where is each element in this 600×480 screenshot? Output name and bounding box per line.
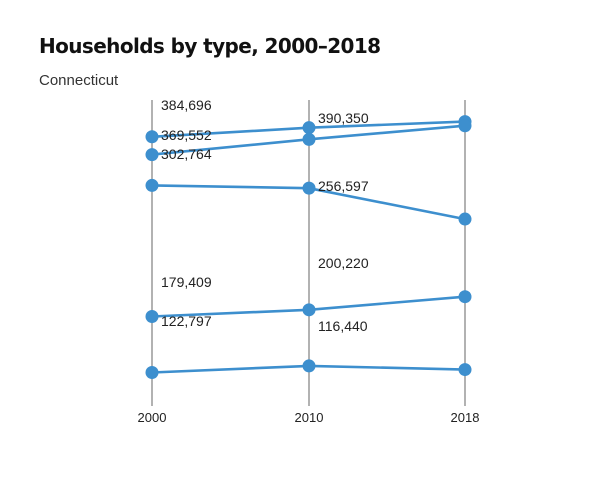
data-point [145,365,159,379]
data-point [458,212,472,226]
data-label: 384,696 [161,97,212,113]
data-label: 200,220 [318,255,369,271]
data-point [302,181,316,195]
x-tick-label: 2010 [295,410,324,425]
data-point [302,359,316,373]
data-point [458,363,472,377]
data-point [145,130,159,144]
data-label: 369,552 [161,127,212,143]
data-point [145,310,159,324]
data-label: 122,797 [161,313,212,329]
data-point [458,290,472,304]
chart-subtitle: Connecticut [39,72,119,89]
data-label: 116,440 [318,318,368,334]
data-point [302,121,316,135]
data-point [145,178,159,192]
x-tick-label: 2000 [138,410,167,425]
data-point [302,132,316,146]
data-point [145,148,159,162]
data-point [302,303,316,317]
data-label: 256,597 [318,178,369,194]
chart-title: Households by type, 2000–2018 [39,34,381,58]
data-label: 390,350 [318,110,369,126]
data-label: 302,764 [161,146,212,162]
data-point [458,119,472,133]
x-tick-label: 2018 [451,410,480,425]
data-label: 179,409 [161,274,212,290]
